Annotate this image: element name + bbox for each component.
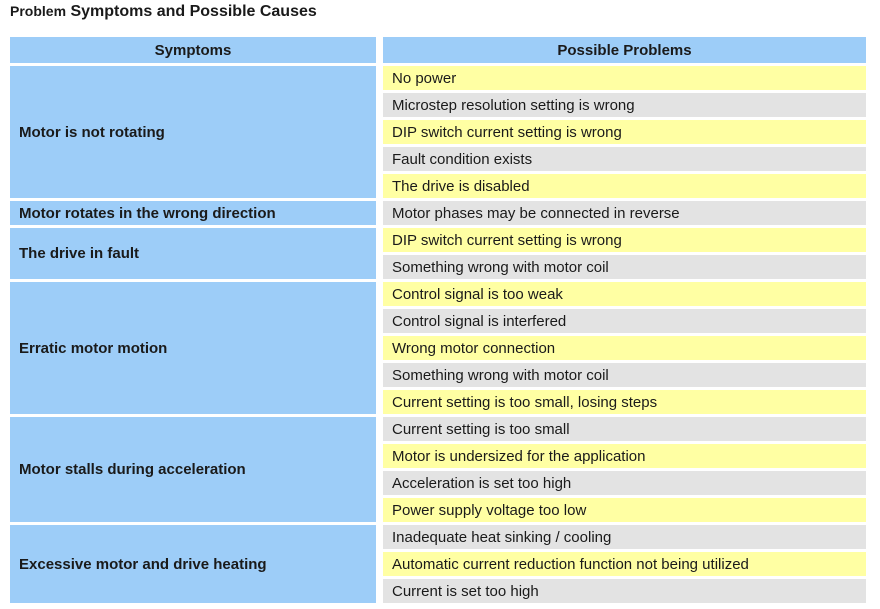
cause-cell: Control signal is interfered bbox=[376, 309, 866, 336]
problems-column-header: Possible Problems bbox=[376, 37, 866, 66]
cause-cell: Something wrong with motor coil bbox=[376, 255, 866, 282]
page-title-main: Symptoms and Possible Causes bbox=[70, 3, 317, 20]
cause-cell: Current is set too high bbox=[376, 579, 866, 606]
symptom-cell: Erratic motor motion bbox=[10, 282, 376, 417]
cause-cell: DIP switch current setting is wrong bbox=[376, 120, 866, 147]
symptom-cell: The drive in fault bbox=[10, 228, 376, 282]
table-row: Fault condition exists bbox=[10, 147, 866, 174]
table-row: Motor stalls during acceleration Current … bbox=[10, 417, 866, 525]
table-row: Power supply voltage too low bbox=[10, 498, 866, 525]
table-body: Motor is not rotating No power Microstep r… bbox=[10, 66, 866, 606]
cause-cell: Fault condition exists bbox=[376, 147, 866, 174]
cause-cell: Inadequate heat sinking / cooling bbox=[376, 525, 866, 552]
cause-cell: Motor is undersized for the application bbox=[376, 444, 866, 471]
table-row: Current is set too high bbox=[10, 579, 866, 606]
symptom-cell: Motor is not rotating bbox=[10, 66, 376, 201]
cause-cell: Automatic current reduction function not… bbox=[376, 552, 866, 579]
symptoms-table: Symptoms Possible Problems Motor is not … bbox=[10, 37, 866, 606]
table-row: Excessive motor and drive heating Inadequ… bbox=[10, 525, 866, 606]
table-row: Something wrong with motor coil bbox=[10, 255, 866, 282]
cause-cell: No power bbox=[376, 66, 866, 93]
cause-cell: Microstep resolution setting is wrong bbox=[376, 93, 866, 120]
symptom-cell: Motor rotates in the wrong direction bbox=[10, 201, 376, 228]
cause-cell: Something wrong with motor coil bbox=[376, 363, 866, 390]
cause-cell: The drive is disabled bbox=[376, 174, 866, 201]
cause-cell: Control signal is too weak bbox=[376, 282, 866, 309]
table-row: Wrong motor connection bbox=[10, 336, 866, 363]
table-row: Acceleration is set too high bbox=[10, 471, 866, 498]
table-row: Microstep resolution setting is wrong bbox=[10, 93, 866, 120]
cause-cell: DIP switch current setting is wrong bbox=[376, 228, 866, 255]
table-header-row: Symptoms Possible Problems bbox=[10, 37, 866, 66]
cause-cell: Wrong motor connection bbox=[376, 336, 866, 363]
table-row: Motor is not rotating No power bbox=[10, 66, 866, 201]
cause-cell: Acceleration is set too high bbox=[376, 471, 866, 498]
page-title-prefix: Problem bbox=[10, 3, 67, 19]
symptoms-column-header: Symptoms bbox=[10, 37, 376, 66]
table-row: The drive in fault DIP switch current set… bbox=[10, 228, 866, 282]
cause-cell: Motor phases may be connected in reverse bbox=[376, 201, 866, 228]
table-row: Motor is undersized for the application bbox=[10, 444, 866, 471]
table-row: Automatic current reduction function not… bbox=[10, 552, 866, 579]
symptom-cell: Motor stalls during acceleration bbox=[10, 417, 376, 525]
cause-cell: Power supply voltage too low bbox=[376, 498, 866, 525]
table-row: The drive is disabled bbox=[10, 174, 866, 201]
table-row: DIP switch current setting is wrong bbox=[10, 120, 866, 147]
table-row: Erratic motor motion Control signal is to… bbox=[10, 282, 866, 417]
symptom-cell: Excessive motor and drive heating bbox=[10, 525, 376, 606]
table-row: Motor rotates in the wrong direction Moto… bbox=[10, 201, 866, 228]
table-row: Control signal is interfered bbox=[10, 309, 866, 336]
table-row: Something wrong with motor coil bbox=[10, 363, 866, 390]
cause-cell: Current setting is too small, losing ste… bbox=[376, 390, 866, 417]
cause-cell: Current setting is too small bbox=[376, 417, 866, 444]
page-title: Problem Symptoms and Possible Causes bbox=[10, 3, 880, 21]
table-row: Current setting is too small, losing ste… bbox=[10, 390, 866, 417]
